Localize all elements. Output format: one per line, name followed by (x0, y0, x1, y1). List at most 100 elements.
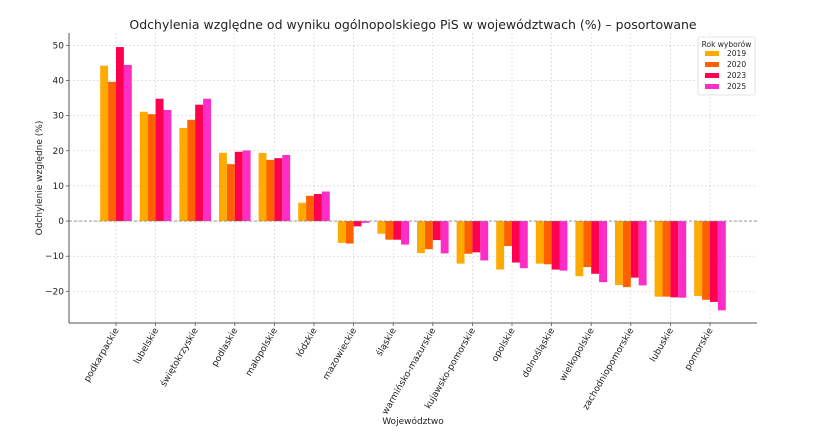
bar-2020 (702, 221, 710, 300)
category-group (219, 150, 251, 222)
legend: Rok wyborów 2019 2020 2023 2025 (697, 36, 756, 96)
axes (68, 33, 757, 324)
bar-2019 (694, 221, 703, 296)
legend-item: 2019 (705, 49, 746, 58)
x-tick-label: świętokrzyskie (158, 326, 201, 389)
x-tick-label: łódzkie (294, 326, 320, 359)
bar-2020 (345, 221, 354, 244)
bar-2019 (615, 221, 623, 286)
bar-2020 (662, 221, 671, 297)
y-tick-label: 10 (53, 182, 65, 192)
category-group (377, 221, 409, 245)
category-group (654, 221, 687, 298)
category-group (417, 221, 449, 254)
bar-2025 (123, 64, 132, 222)
bar-2020 (385, 221, 394, 240)
x-tick-label: opolskie (490, 326, 517, 364)
bar-2023 (710, 221, 718, 302)
bar-2019 (179, 127, 188, 222)
bar-2023 (353, 221, 362, 227)
bar-2020 (504, 221, 512, 247)
bar-2023 (314, 193, 322, 222)
bars (100, 47, 726, 311)
bar-2023 (393, 221, 402, 240)
bar-2025 (717, 221, 726, 311)
category-group (694, 221, 726, 311)
bar-2019 (575, 221, 584, 277)
x-axis-label: Województwo (382, 416, 444, 427)
y-tick-label: 30 (53, 112, 65, 122)
bar-2019 (456, 221, 465, 264)
bar-2019 (100, 65, 109, 222)
bar-2023 (512, 221, 520, 263)
bar-2019 (298, 202, 307, 222)
y-tick-label: 0 (58, 217, 64, 227)
x-tick-label: podkarpackie (83, 326, 122, 384)
legend-swatch (705, 51, 719, 56)
category-group (456, 221, 489, 264)
bar-2019 (258, 152, 267, 222)
category-group (575, 221, 607, 283)
y-tick-label: 50 (53, 41, 65, 51)
bar-2020 (108, 81, 116, 222)
x-tick-label: dolnośląskie (520, 326, 558, 380)
y-tick-label: 40 (53, 76, 65, 86)
legend-item: 2023 (705, 71, 746, 80)
x-tick-label: lubuskie (649, 326, 677, 364)
bar-2023 (234, 151, 243, 222)
y-tick-label: −20 (45, 287, 64, 297)
bar-2019 (219, 152, 227, 222)
category-group (258, 152, 291, 222)
legend-item: 2020 (705, 60, 746, 69)
bar-2023 (155, 98, 164, 222)
y-tick-label: 20 (53, 147, 65, 157)
bar-2020 (306, 195, 314, 222)
bar-2023 (432, 221, 441, 241)
bar-2019 (337, 221, 346, 243)
category-group (496, 221, 528, 270)
bar-2019 (535, 221, 544, 264)
category-group (100, 47, 132, 222)
bar-2019 (496, 221, 505, 270)
bar-2025 (638, 221, 647, 286)
x-tick-label: śląskie (374, 326, 399, 358)
y-tick-label: −10 (45, 252, 64, 262)
x-tick-label: małopolskie (244, 326, 280, 378)
x-tick-label: wielkopolskie (558, 326, 597, 383)
bar-2020 (622, 221, 631, 288)
bar-2025 (361, 221, 370, 223)
bar-2020 (226, 164, 235, 222)
bar-2023 (630, 221, 639, 278)
grid (69, 33, 757, 323)
bar-2020 (424, 221, 433, 250)
bar-2019 (139, 111, 148, 222)
category-group (298, 191, 330, 222)
bar-2025 (480, 221, 489, 261)
legend-swatch (705, 84, 719, 89)
category-group (179, 98, 211, 222)
bar-2020 (464, 221, 473, 254)
bar-2019 (654, 221, 663, 297)
bar-2025 (163, 109, 172, 222)
bar-2025 (401, 221, 409, 245)
legend-label: 2019 (727, 49, 746, 58)
bar-2025 (321, 191, 330, 222)
bar-2023 (195, 104, 204, 222)
bar-2020 (187, 119, 196, 222)
bar-2023 (591, 221, 600, 274)
bar-2025 (282, 154, 291, 222)
x-tick-label: podlaskie (210, 326, 240, 369)
legend-swatch (705, 73, 719, 78)
x-tick-label: mazowieckie (321, 326, 359, 382)
bar-2023 (670, 221, 679, 298)
bar-2020 (543, 221, 552, 265)
legend-swatch (705, 62, 719, 67)
bar-2023 (274, 158, 283, 222)
y-axis-label: Odchylenie względne (%) (35, 121, 45, 236)
bar-2023 (472, 221, 481, 253)
bar-2025 (440, 221, 449, 254)
legend-item: 2025 (705, 82, 746, 91)
bar-2020 (583, 221, 592, 268)
